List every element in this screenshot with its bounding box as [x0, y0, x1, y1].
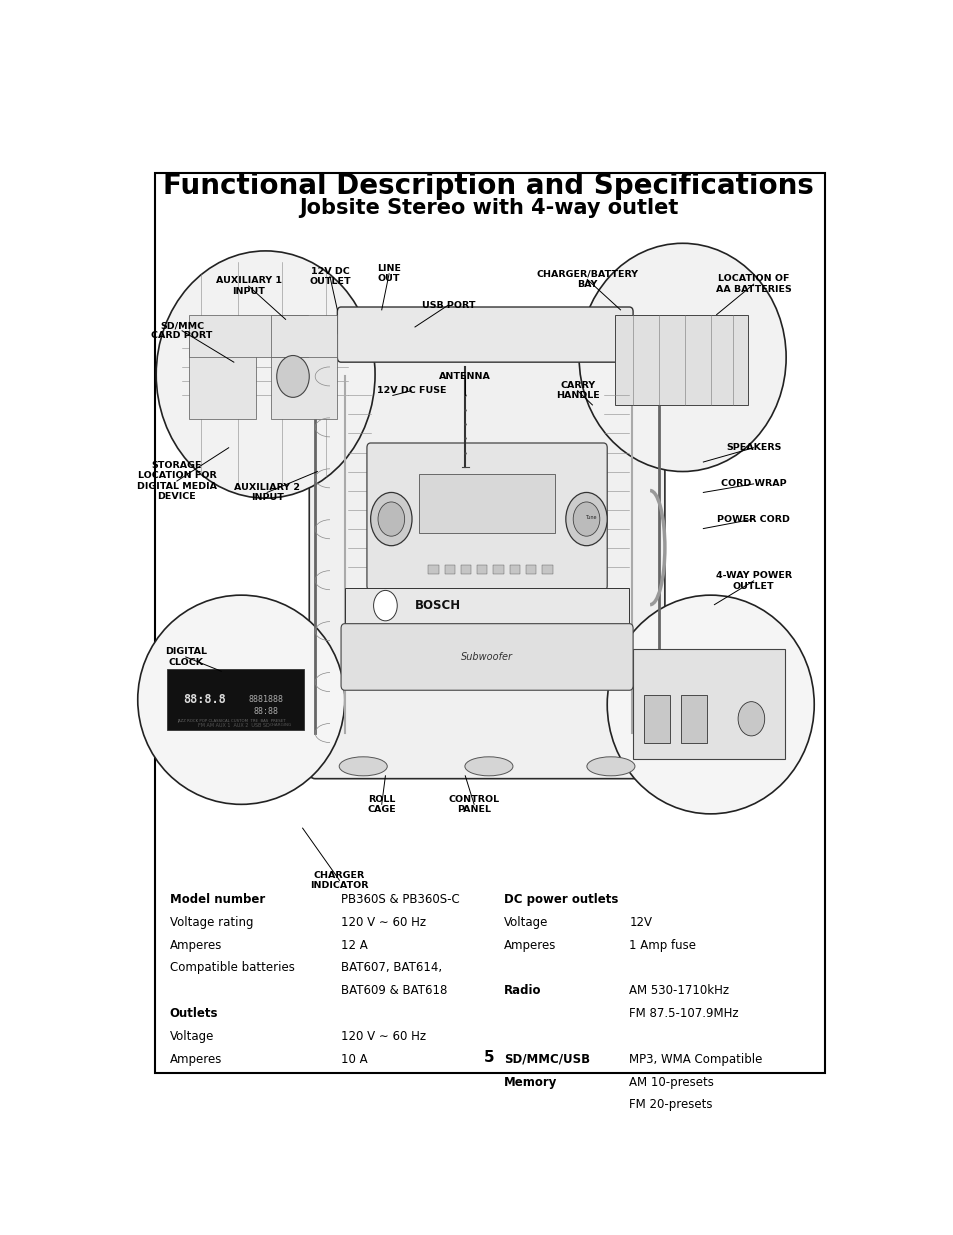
- Circle shape: [738, 701, 764, 736]
- Text: DC power outlets: DC power outlets: [503, 893, 618, 906]
- Bar: [271, 333, 337, 419]
- Text: 10 A: 10 A: [341, 1052, 367, 1066]
- Text: MP3, WMA Compatible: MP3, WMA Compatible: [629, 1052, 762, 1066]
- Text: BOSCH: BOSCH: [415, 599, 460, 613]
- Bar: [680, 695, 706, 742]
- Text: Model number: Model number: [170, 893, 265, 906]
- Text: Amperes: Amperes: [170, 939, 222, 952]
- Text: CARRY
HANDLE: CARRY HANDLE: [556, 380, 598, 400]
- Text: CHARGER/BATTERY
BAY: CHARGER/BATTERY BAY: [536, 269, 638, 289]
- Bar: [643, 695, 669, 742]
- Bar: [493, 564, 503, 574]
- Bar: [418, 474, 555, 534]
- Text: 12V: 12V: [629, 916, 652, 929]
- Text: PB360S & PB360S-C: PB360S & PB360S-C: [341, 893, 459, 906]
- Text: ANTENNA: ANTENNA: [439, 372, 491, 380]
- Text: LOCATION OF
AA BATTERIES: LOCATION OF AA BATTERIES: [715, 274, 791, 294]
- Text: 88:88: 88:88: [253, 706, 278, 715]
- Bar: [460, 564, 471, 574]
- Text: JAZZ ROCK POP CLASSICAL CUSTOM  TRE  BAS  PRESET: JAZZ ROCK POP CLASSICAL CUSTOM TRE BAS P…: [176, 719, 285, 722]
- Circle shape: [370, 493, 412, 546]
- Text: AUXILIARY 2
INPUT: AUXILIARY 2 INPUT: [233, 483, 300, 503]
- Text: FM 20-presets: FM 20-presets: [629, 1098, 712, 1112]
- Text: 12V DC FUSE: 12V DC FUSE: [376, 387, 446, 395]
- Circle shape: [377, 501, 404, 536]
- Text: CORD WRAP: CORD WRAP: [720, 479, 785, 488]
- Text: BAT609 & BAT618: BAT609 & BAT618: [341, 984, 447, 997]
- Text: 8881888: 8881888: [248, 695, 283, 704]
- Text: SD/MMC
CARD PORT: SD/MMC CARD PORT: [152, 321, 213, 341]
- Bar: [167, 669, 304, 730]
- Bar: [525, 564, 536, 574]
- Text: CONTROL
PANEL: CONTROL PANEL: [448, 794, 499, 814]
- Text: 5: 5: [483, 1050, 494, 1065]
- Text: USB PORT: USB PORT: [421, 300, 475, 310]
- Circle shape: [374, 590, 396, 621]
- FancyBboxPatch shape: [337, 308, 633, 362]
- Text: SPEAKERS: SPEAKERS: [725, 443, 781, 452]
- Circle shape: [276, 356, 309, 398]
- Text: AM 10-presets: AM 10-presets: [629, 1076, 714, 1088]
- Text: FM AM AUX 1  AUX 2  USB SD: FM AM AUX 1 AUX 2 USB SD: [198, 722, 270, 727]
- Circle shape: [565, 493, 607, 546]
- Text: Subwoofer: Subwoofer: [460, 652, 512, 662]
- Bar: [476, 564, 487, 574]
- FancyBboxPatch shape: [367, 443, 606, 590]
- Bar: [344, 588, 629, 624]
- Bar: [428, 564, 438, 574]
- Text: Memory: Memory: [503, 1076, 557, 1088]
- Ellipse shape: [586, 757, 635, 776]
- Ellipse shape: [339, 757, 387, 776]
- Bar: [190, 333, 255, 419]
- Bar: [633, 650, 783, 758]
- Text: Voltage: Voltage: [170, 1030, 213, 1042]
- Text: Outlets: Outlets: [170, 1007, 218, 1020]
- Text: 4-WAY POWER
OUTLET: 4-WAY POWER OUTLET: [715, 571, 791, 590]
- Text: BAT607, BAT614,: BAT607, BAT614,: [341, 961, 442, 974]
- FancyBboxPatch shape: [341, 624, 633, 690]
- Bar: [614, 315, 747, 405]
- Text: Radio: Radio: [503, 984, 540, 997]
- Text: Amperes: Amperes: [170, 1052, 222, 1066]
- Text: SD/MMC/USB: SD/MMC/USB: [503, 1052, 589, 1066]
- Text: 1 Amp fuse: 1 Amp fuse: [629, 939, 696, 952]
- Text: Tune: Tune: [584, 515, 596, 520]
- Text: Jobsite Stereo with 4-way outlet: Jobsite Stereo with 4-way outlet: [299, 198, 678, 219]
- Text: 120 V ∼ 60 Hz: 120 V ∼ 60 Hz: [341, 1030, 426, 1042]
- Ellipse shape: [578, 243, 785, 472]
- Text: ROLL
CAGE: ROLL CAGE: [367, 794, 395, 814]
- Text: CHARGING: CHARGING: [269, 724, 292, 727]
- Ellipse shape: [606, 595, 813, 814]
- Bar: [444, 564, 455, 574]
- Text: AUXILIARY 1
INPUT: AUXILIARY 1 INPUT: [215, 277, 281, 296]
- Text: DIGITAL
CLOCK: DIGITAL CLOCK: [165, 647, 207, 667]
- Text: Amperes: Amperes: [503, 939, 556, 952]
- Text: CHARGER
INDICATOR: CHARGER INDICATOR: [310, 871, 369, 890]
- Bar: [509, 564, 519, 574]
- Text: POWER CORD: POWER CORD: [717, 515, 789, 524]
- Circle shape: [573, 501, 599, 536]
- Text: STORAGE
LOCATION FOR
DIGITAL MEDIA
DEVICE: STORAGE LOCATION FOR DIGITAL MEDIA DEVIC…: [137, 461, 216, 501]
- Text: 88:8.8: 88:8.8: [183, 693, 226, 706]
- Text: FM 87.5-107.9MHz: FM 87.5-107.9MHz: [629, 1007, 739, 1020]
- Ellipse shape: [464, 757, 513, 776]
- Bar: [190, 315, 308, 357]
- Text: Voltage: Voltage: [503, 916, 548, 929]
- FancyBboxPatch shape: [309, 326, 664, 779]
- Ellipse shape: [156, 251, 375, 498]
- Bar: [541, 564, 552, 574]
- Text: 12V DC
OUTLET: 12V DC OUTLET: [309, 267, 351, 287]
- Text: Voltage rating: Voltage rating: [170, 916, 253, 929]
- Text: AM 530-1710kHz: AM 530-1710kHz: [629, 984, 729, 997]
- Text: 12 A: 12 A: [341, 939, 368, 952]
- Text: 120 V ∼ 60 Hz: 120 V ∼ 60 Hz: [341, 916, 426, 929]
- Text: Functional Description and Specifications: Functional Description and Specification…: [163, 172, 814, 200]
- Text: Compatible batteries: Compatible batteries: [170, 961, 294, 974]
- Bar: [271, 315, 337, 357]
- Ellipse shape: [137, 595, 344, 804]
- Text: LINE
OUT: LINE OUT: [376, 264, 400, 283]
